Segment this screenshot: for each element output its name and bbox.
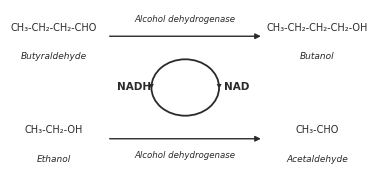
Text: CH₃-CH₂-CH₂-CHO: CH₃-CH₂-CH₂-CHO — [10, 23, 97, 33]
Text: NADH: NADH — [116, 82, 151, 93]
Text: CH₃-CH₂-OH: CH₃-CH₂-OH — [24, 125, 83, 135]
Text: Ethanol: Ethanol — [36, 155, 71, 164]
Text: CH₃-CH₂-CH₂-CH₂-OH: CH₃-CH₂-CH₂-CH₂-OH — [266, 23, 368, 33]
Text: Butanol: Butanol — [300, 52, 334, 61]
Text: Alcohol dehydrogenase: Alcohol dehydrogenase — [135, 151, 236, 160]
Text: NAD: NAD — [224, 82, 249, 93]
Text: Acetaldehyde: Acetaldehyde — [286, 155, 348, 164]
Text: Alcohol dehydrogenase: Alcohol dehydrogenase — [135, 15, 236, 24]
Text: Butyraldehyde: Butyraldehyde — [20, 52, 87, 61]
Text: CH₃-CHO: CH₃-CHO — [295, 125, 339, 135]
